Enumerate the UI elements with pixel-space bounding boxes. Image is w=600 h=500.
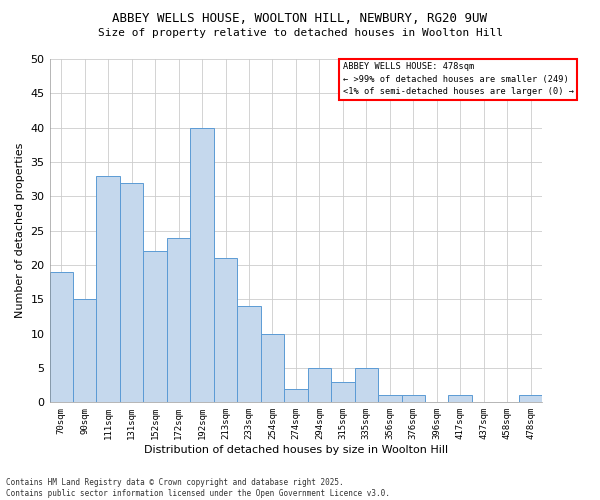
Bar: [355, 368, 378, 402]
Bar: [519, 396, 542, 402]
Bar: [50, 272, 73, 402]
Bar: [120, 182, 143, 402]
Bar: [214, 258, 237, 402]
Bar: [308, 368, 331, 402]
Bar: [261, 334, 284, 402]
Bar: [378, 396, 401, 402]
Y-axis label: Number of detached properties: Number of detached properties: [15, 143, 25, 318]
Bar: [97, 176, 120, 402]
Bar: [167, 238, 190, 402]
Text: ABBEY WELLS HOUSE: 478sqm
← >99% of detached houses are smaller (249)
<1% of sem: ABBEY WELLS HOUSE: 478sqm ← >99% of deta…: [343, 62, 574, 96]
Bar: [237, 306, 261, 402]
Bar: [284, 388, 308, 402]
Bar: [448, 396, 472, 402]
Text: ABBEY WELLS HOUSE, WOOLTON HILL, NEWBURY, RG20 9UW: ABBEY WELLS HOUSE, WOOLTON HILL, NEWBURY…: [113, 12, 487, 26]
Text: Contains HM Land Registry data © Crown copyright and database right 2025.
Contai: Contains HM Land Registry data © Crown c…: [6, 478, 390, 498]
X-axis label: Distribution of detached houses by size in Woolton Hill: Distribution of detached houses by size …: [144, 445, 448, 455]
Bar: [401, 396, 425, 402]
Bar: [73, 300, 97, 403]
Bar: [331, 382, 355, 402]
Bar: [190, 128, 214, 402]
Bar: [143, 252, 167, 402]
Text: Size of property relative to detached houses in Woolton Hill: Size of property relative to detached ho…: [97, 28, 503, 38]
